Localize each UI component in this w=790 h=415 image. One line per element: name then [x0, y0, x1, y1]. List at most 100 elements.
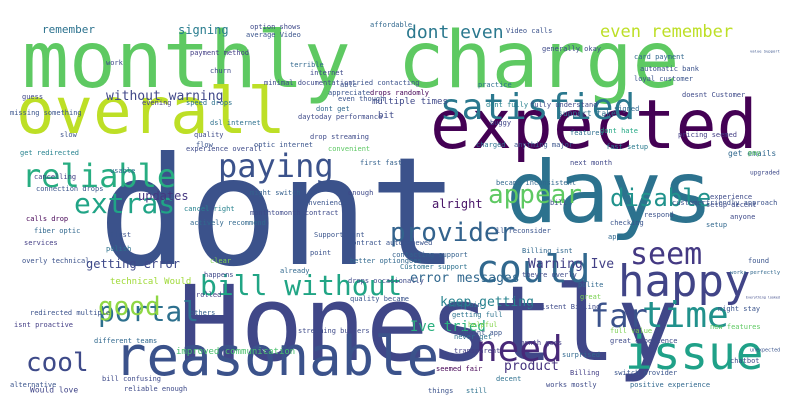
word: connection drops — [36, 185, 104, 193]
word: automatic bank — [640, 65, 700, 73]
word: satisfied — [440, 87, 636, 128]
word: monthtomonth contract — [250, 209, 339, 217]
word: average Video — [246, 31, 301, 39]
word: disable — [610, 184, 712, 212]
word: cool — [26, 348, 89, 378]
word: anything major — [514, 141, 574, 149]
word: still — [466, 387, 488, 395]
word: Customer support — [400, 263, 468, 271]
word: get redirected — [20, 149, 80, 157]
word: extras — [74, 187, 176, 220]
word: signed — [614, 105, 640, 113]
word: product — [504, 359, 559, 374]
word: able — [340, 81, 357, 89]
word: doesnt Customer — [682, 91, 746, 99]
word: Warning Ive — [528, 257, 615, 272]
word: minimal documentation — [264, 79, 353, 87]
word: dont get — [316, 105, 350, 113]
word: Everything looked — [746, 295, 780, 300]
word: daytoday performance — [298, 113, 383, 121]
word: internet — [310, 69, 344, 77]
word: portal — [98, 295, 200, 328]
word: slow — [60, 131, 77, 139]
word: happens — [204, 271, 234, 279]
word: streaming buffers — [298, 327, 370, 335]
word: appear — [488, 180, 582, 210]
word: cancel right — [184, 205, 235, 213]
word: things — [428, 387, 454, 395]
word: option shows — [250, 23, 301, 31]
word: dsl internet — [210, 119, 261, 127]
word: month goes — [520, 339, 563, 347]
word: next month — [570, 159, 613, 167]
word: others — [190, 309, 216, 317]
word: paying — [218, 147, 334, 185]
word: improved communication — [176, 347, 296, 357]
word: seemed fair — [436, 365, 483, 373]
word: never get — [454, 333, 492, 341]
word: even remember — [600, 22, 734, 42]
word: charged — [476, 141, 506, 149]
word: flow — [196, 141, 213, 149]
word: reasonable — [114, 325, 440, 388]
word: monthly charge — [22, 16, 680, 106]
word: optic internet — [254, 141, 314, 149]
word: first fast — [360, 159, 403, 167]
word: ll reconsider — [496, 227, 551, 235]
word: usable — [110, 167, 136, 175]
word: speed drops — [186, 99, 233, 107]
word: support takes — [558, 109, 621, 118]
word: payment method — [190, 49, 250, 57]
word: card payment — [634, 53, 685, 61]
word: cancelling — [34, 173, 77, 181]
word: Support isnt — [314, 231, 365, 239]
word: bill — [550, 199, 567, 207]
word: dont fully — [486, 101, 529, 109]
word: technical Would — [110, 277, 192, 287]
word: transparent — [454, 347, 501, 355]
word: first — [110, 231, 132, 239]
word: customerfriendly approach — [672, 199, 778, 207]
word: seem — [630, 237, 703, 272]
word: checking — [610, 219, 644, 227]
word: full value — [610, 327, 653, 335]
word: good — [98, 292, 161, 322]
word: get emails — [728, 149, 777, 158]
word: calls drop — [26, 215, 69, 223]
word: alright — [432, 197, 483, 211]
word: app — [608, 233, 621, 241]
word: redirected multiple — [30, 309, 111, 317]
word: updates — [138, 189, 189, 203]
word: became inconsistent — [496, 179, 577, 187]
word: error messages — [410, 271, 520, 286]
word: Would love — [30, 386, 79, 395]
word: tried contacting — [352, 79, 420, 87]
word: new features — [710, 323, 761, 331]
word: without warning — [106, 89, 224, 104]
word: getting full — [452, 311, 503, 319]
word: upgraded — [750, 169, 780, 177]
word: anyone — [730, 213, 756, 221]
word: signing — [178, 23, 229, 37]
word: surprised — [562, 351, 600, 359]
word: found — [748, 257, 770, 265]
word: dont even — [406, 22, 504, 43]
word: churn — [210, 67, 232, 75]
word: need — [476, 329, 563, 370]
word: keep getting — [440, 295, 534, 310]
word: unexpected — [750, 347, 780, 353]
word: guess — [22, 93, 44, 101]
word: positive experience — [630, 381, 711, 389]
word: multiple times — [372, 97, 448, 107]
word: work — [106, 59, 123, 67]
word: experience overall — [186, 145, 262, 153]
word: helpful — [468, 321, 498, 329]
word: experience — [710, 193, 753, 201]
word: time — [642, 295, 729, 336]
word: better optiongoes — [350, 257, 422, 265]
word: rolled — [196, 291, 222, 299]
word: convenience — [300, 199, 347, 207]
word: decent app — [460, 329, 503, 337]
word: pricing seemed — [678, 131, 738, 139]
word: great experience — [610, 337, 678, 345]
